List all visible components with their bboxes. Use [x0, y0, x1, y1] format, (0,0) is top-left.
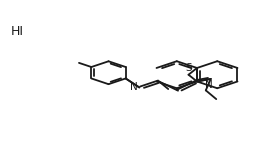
Text: N: N	[205, 80, 212, 90]
Text: S: S	[186, 63, 192, 73]
Text: N: N	[130, 83, 138, 92]
Text: HI: HI	[11, 25, 24, 38]
